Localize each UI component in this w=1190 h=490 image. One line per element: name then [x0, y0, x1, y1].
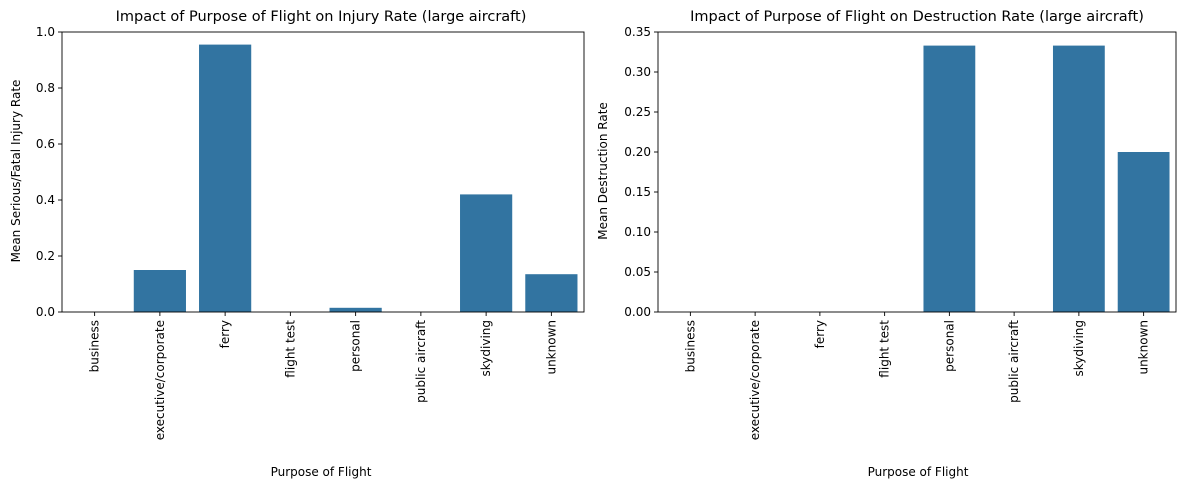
- y-tick-label: 0.10: [624, 225, 651, 239]
- x-tick-label: public aircraft: [414, 320, 428, 403]
- destruction-rate-chart: Impact of Purpose of Flight on Destructi…: [596, 9, 1177, 479]
- x-tick-label: unknown: [1137, 320, 1151, 375]
- x-tick-label: business: [683, 320, 697, 372]
- y-tick-label: 0.4: [36, 193, 55, 207]
- bar-skydiving: [460, 194, 513, 312]
- x-tick-label: executive/corporate: [153, 320, 167, 440]
- bar-executive-corporate: [133, 270, 186, 312]
- y-tick-label: 0.20: [624, 145, 651, 159]
- x-axis-label: Purpose of Flight: [868, 465, 969, 479]
- y-tick-label: 0.30: [624, 65, 651, 79]
- y-axis-label: Mean Destruction Rate: [596, 102, 610, 240]
- x-tick-label: personal: [942, 320, 956, 372]
- x-tick-label: ferry: [813, 320, 827, 348]
- plot-frame: [657, 31, 1177, 313]
- y-tick-label: 0.00: [624, 305, 651, 319]
- y-tick-label: 0.2: [36, 249, 55, 263]
- y-axis-label: Mean Serious/Fatal Injury Rate: [9, 80, 23, 263]
- y-tick-label: 0.0: [36, 305, 55, 319]
- x-tick-label: public aircraft: [1007, 320, 1021, 403]
- bar-unknown: [1117, 152, 1170, 312]
- injury-rate-chart: Impact of Purpose of Flight on Injury Ra…: [9, 9, 585, 479]
- x-tick-label: personal: [349, 320, 363, 372]
- x-tick-label: ferry: [218, 320, 232, 348]
- x-tick-label: skydiving: [1072, 320, 1086, 376]
- x-tick-label: flight test: [878, 320, 892, 378]
- y-tick-label: 1.0: [36, 25, 55, 39]
- chart-title: Impact of Purpose of Flight on Destructi…: [690, 9, 1144, 25]
- y-tick-label: 0.6: [36, 137, 55, 151]
- bar-ferry: [199, 44, 252, 312]
- bar-personal: [329, 307, 382, 312]
- bar-personal: [923, 45, 976, 312]
- x-tick-label: flight test: [283, 320, 297, 378]
- x-tick-label: skydiving: [479, 320, 493, 376]
- x-axis-label: Purpose of Flight: [271, 465, 372, 479]
- plot-frame: [61, 31, 585, 313]
- bar-unknown: [525, 274, 578, 312]
- chart-title: Impact of Purpose of Flight on Injury Ra…: [116, 9, 527, 25]
- y-tick-label: 0.15: [624, 185, 651, 199]
- x-tick-label: business: [88, 320, 102, 372]
- y-tick-label: 0.8: [36, 81, 55, 95]
- bar-skydiving: [1052, 45, 1105, 312]
- y-tick-label: 0.25: [624, 105, 651, 119]
- y-tick-label: 0.05: [624, 265, 651, 279]
- x-tick-label: unknown: [544, 320, 558, 375]
- x-tick-label: executive/corporate: [748, 320, 762, 440]
- y-tick-label: 0.35: [624, 25, 651, 39]
